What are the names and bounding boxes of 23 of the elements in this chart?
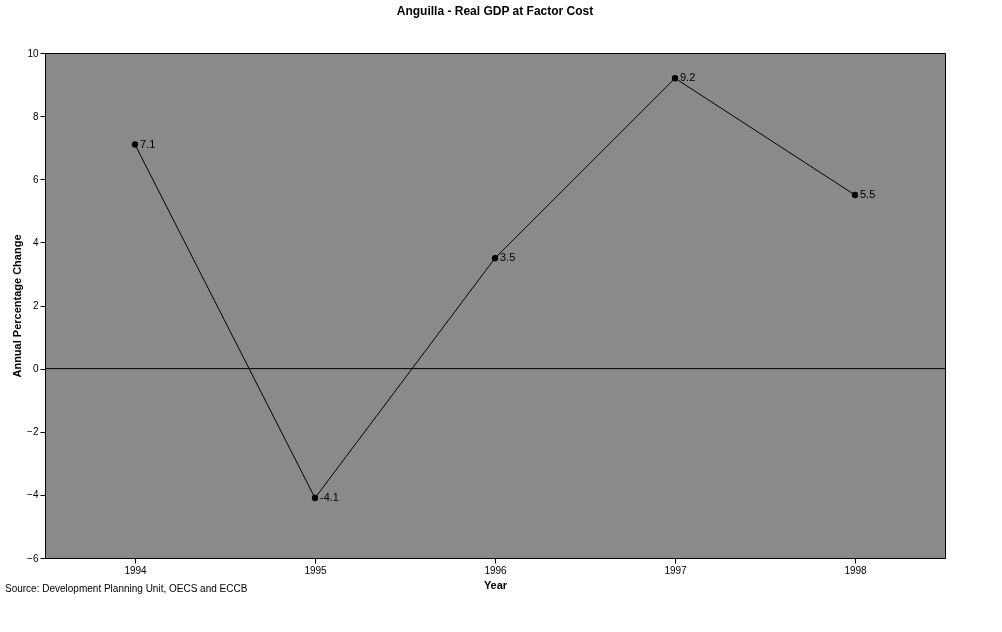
y-tick-label: 2: [32, 300, 39, 311]
data-label: -4.1: [320, 491, 339, 504]
x-tick-label: 1996: [484, 564, 508, 576]
x-tick-label: 1997: [664, 564, 688, 576]
y-tick-label: 8: [32, 110, 39, 122]
source-note: Source: Development Planning Unit, OECS and ECCB: [5, 583, 248, 594]
data-label: 3.5: [500, 251, 516, 264]
y-tick-label: −6: [27, 552, 39, 564]
x-tick-label: 1995: [304, 564, 328, 576]
data-label: 7.1: [140, 137, 156, 150]
y-tick-label: 0: [32, 363, 39, 375]
x-tick-label: 1998: [844, 564, 868, 576]
y-axis-title: Annual Percentage Change: [11, 234, 24, 378]
chart-title: Anguilla - Real GDP at Factor Cost: [396, 4, 594, 18]
y-tick-label: −2: [27, 426, 39, 438]
x-tick-label: 1994: [124, 564, 148, 576]
y-tick-label: 6: [32, 173, 39, 185]
data-label: 9.2: [680, 71, 696, 84]
y-tick-label: 10: [27, 47, 39, 59]
y-tick-label: −4: [27, 489, 39, 501]
y-tick-label: 4: [32, 236, 39, 248]
data-label: 5.5: [860, 188, 876, 201]
x-axis-title: Year: [483, 578, 508, 591]
